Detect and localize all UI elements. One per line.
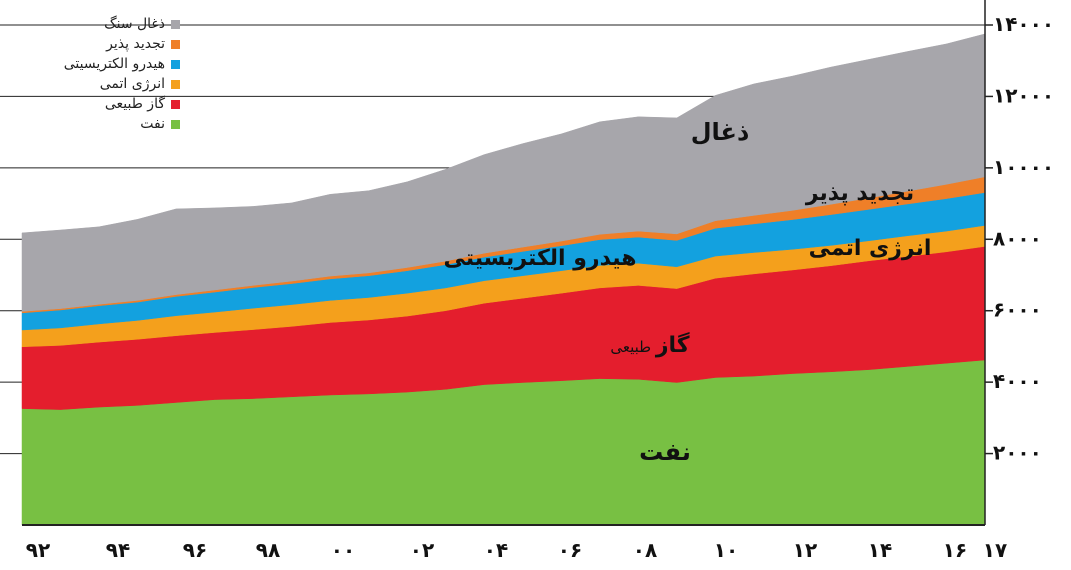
legend-item: تجدید پذیر bbox=[20, 34, 180, 54]
x-tick-label: ۰۰ bbox=[331, 538, 355, 562]
legend-swatch bbox=[171, 119, 180, 129]
x-tick-label: ۱۲ bbox=[793, 538, 817, 562]
legend-item: نفت bbox=[20, 114, 180, 134]
y-tick-label: ۸۰۰۰ bbox=[993, 226, 1042, 250]
legend-swatch bbox=[171, 39, 180, 49]
legend-label: هیدرو الکتریسیتی bbox=[63, 56, 165, 72]
legend-item: گاز طبیعی bbox=[20, 94, 180, 114]
x-tick-label: ۹۸ bbox=[256, 538, 280, 562]
area-label-suffix: طبیعی bbox=[610, 338, 656, 356]
area-label: ذغال bbox=[691, 118, 750, 146]
y-tick-label: ۱۰۰۰۰ bbox=[993, 155, 1054, 179]
x-tick-label: ۱۴ bbox=[868, 538, 892, 562]
area-label: نفت bbox=[639, 438, 691, 466]
legend-label: تجدید پذیر bbox=[106, 36, 165, 52]
x-tick-label: ۹۲ bbox=[26, 538, 50, 562]
area-series bbox=[21, 33, 986, 526]
x-axis: ۹۲ ۹۴ ۹۶ ۹۸ ۰۰ ۰۲ ۰۴ ۰۶ ۰۸ ۱۰ ۱۲ ۱۴ ۱۶ ۱۷ bbox=[26, 538, 1007, 562]
legend: ذغال سنگ تجدید پذیر هیدرو الکتریسیتی انرژی … bbox=[20, 14, 180, 134]
y-axis: ۲۰۰۰ ۴۰۰۰ ۶۰۰۰ ۸۰۰۰ ۱۰۰۰۰ ۱۲۰۰۰ ۱۴۰۰۰ bbox=[984, 0, 1054, 525]
legend-item: ذغال سنگ bbox=[20, 14, 180, 34]
x-tick-label: ۰۶ bbox=[558, 538, 582, 562]
y-tick-label: ۶۰۰۰ bbox=[993, 298, 1042, 322]
legend-label: انرژی اتمی bbox=[99, 76, 165, 92]
legend-item: انرژی اتمی bbox=[20, 74, 180, 94]
area-label: تجدید پذیر bbox=[805, 181, 914, 206]
legend-swatch bbox=[171, 19, 180, 29]
y-tick-label: ۴۰۰۰ bbox=[993, 369, 1042, 393]
y-tick-label: ۲۰۰۰ bbox=[993, 441, 1042, 465]
area-label: هیدرو الکتریسیتی bbox=[443, 246, 636, 271]
y-tick-label: ۱۴۰۰۰ bbox=[993, 12, 1054, 36]
legend-swatch bbox=[171, 59, 180, 69]
legend-label: گاز طبیعی bbox=[104, 96, 165, 112]
legend-item: هیدرو الکتریسیتی bbox=[20, 54, 180, 74]
x-tick-label: ۹۶ bbox=[183, 538, 207, 562]
x-tick-label: ۱۶ bbox=[943, 538, 967, 562]
x-tick-label: ۰۲ bbox=[410, 538, 434, 562]
legend-swatch bbox=[171, 79, 180, 89]
x-tick-label: ۰۸ bbox=[633, 538, 657, 562]
legend-label: نفت bbox=[140, 116, 165, 132]
area-label: انرژی اتمی bbox=[809, 236, 932, 261]
legend-swatch bbox=[171, 99, 180, 109]
x-tick-label: ۰۴ bbox=[484, 538, 508, 562]
x-tick-label: ۹۴ bbox=[106, 538, 130, 562]
legend-label: ذغال سنگ bbox=[104, 16, 165, 32]
y-tick-label: ۱۲۰۰۰ bbox=[993, 83, 1054, 107]
x-tick-label: ۱۷ bbox=[983, 538, 1007, 562]
x-tick-label: ۱۰ bbox=[714, 538, 738, 562]
